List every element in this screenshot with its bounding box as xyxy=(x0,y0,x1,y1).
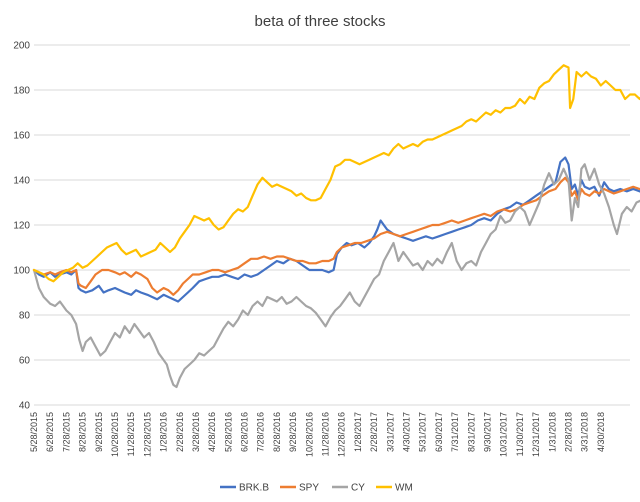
x-tick-label: 10/31/2017 xyxy=(499,412,509,457)
y-tick-label: 80 xyxy=(19,311,31,322)
x-tick-label: 6/28/2015 xyxy=(45,412,55,452)
x-tick-label: 8/28/2015 xyxy=(78,412,88,452)
series-line-spy xyxy=(32,176,640,296)
x-tick-label: 1/28/2017 xyxy=(353,412,363,452)
chart-title: beta of three stocks xyxy=(255,13,386,30)
series-line-cy xyxy=(32,163,640,389)
x-tick-label: 3/31/2018 xyxy=(580,412,590,452)
x-tick-label: 7/28/2015 xyxy=(61,412,71,452)
series-lines xyxy=(32,64,640,389)
x-tick-label: 7/28/2016 xyxy=(256,412,266,452)
legend-label: SPY xyxy=(299,483,319,494)
x-tick-label: 4/28/2016 xyxy=(207,412,217,452)
y-tick-label: 40 xyxy=(19,401,31,412)
x-tick-label: 12/28/2016 xyxy=(337,412,347,457)
legend-item-spy: SPY xyxy=(280,483,319,494)
x-tick-label: 6/30/2017 xyxy=(434,412,444,452)
x-tick-label: 12/28/2015 xyxy=(142,412,152,457)
x-tick-label: 10/28/2016 xyxy=(304,412,314,457)
x-tick-label: 11/30/2017 xyxy=(515,412,525,456)
legend-label: WM xyxy=(395,483,413,494)
x-tick-label: 6/28/2016 xyxy=(240,412,250,452)
legend-item-cy: CY xyxy=(332,483,365,494)
series-line-wm xyxy=(32,64,640,283)
x-tick-label: 9/30/2017 xyxy=(482,412,492,452)
x-tick-label: 12/31/2017 xyxy=(531,412,541,457)
x-tick-label: 2/28/2016 xyxy=(175,412,185,452)
y-axis: 40 60 80 100 120 140 160 180 200 xyxy=(13,41,30,412)
x-tick-label: 2/28/2017 xyxy=(369,412,379,452)
x-tick-label: 9/28/2015 xyxy=(94,412,104,452)
x-tick-label: 10/28/2015 xyxy=(110,412,120,457)
y-tick-label: 200 xyxy=(13,41,30,52)
y-tick-label: 120 xyxy=(13,221,30,232)
x-tick-label: 3/28/2016 xyxy=(191,412,201,452)
y-tick-label: 140 xyxy=(13,176,30,187)
legend-item-wm: WM xyxy=(376,483,413,494)
x-tick-label: 7/31/2017 xyxy=(450,412,460,452)
gridlines xyxy=(34,44,630,406)
legend-label: BRK.B xyxy=(239,483,269,494)
x-tick-label: 5/28/2015 xyxy=(29,412,39,452)
x-tick-label: 4/30/2017 xyxy=(402,412,412,452)
x-tick-label: 1/31/2018 xyxy=(547,412,557,452)
x-tick-label: 5/31/2017 xyxy=(418,412,428,452)
y-tick-label: 160 xyxy=(13,131,30,142)
x-tick-label: 5/28/2016 xyxy=(223,412,233,452)
x-tick-label: 4/30/2018 xyxy=(596,412,606,452)
x-axis: 5/28/2015 6/28/2015 7/28/2015 8/28/2015 9/28… xyxy=(29,412,606,457)
x-tick-label: 3/31/2017 xyxy=(385,412,395,452)
legend: BRK.B SPY CY WM xyxy=(220,483,413,494)
x-tick-label: 8/28/2016 xyxy=(272,412,282,452)
x-tick-label: 2/28/2018 xyxy=(563,412,573,452)
y-tick-label: 100 xyxy=(13,266,30,277)
x-tick-label: 8/31/2017 xyxy=(466,412,476,452)
legend-item-brk-b: BRK.B xyxy=(220,483,269,494)
x-tick-label: 1/28/2016 xyxy=(159,412,169,452)
x-tick-label: 11/28/2016 xyxy=(321,412,331,456)
x-tick-label: 11/28/2015 xyxy=(126,412,136,456)
y-tick-label: 60 xyxy=(19,356,31,367)
x-tick-label: 9/28/2016 xyxy=(288,412,298,452)
series-line-brk-b xyxy=(32,156,640,303)
legend-label: CY xyxy=(351,483,365,494)
y-tick-label: 180 xyxy=(13,86,30,97)
